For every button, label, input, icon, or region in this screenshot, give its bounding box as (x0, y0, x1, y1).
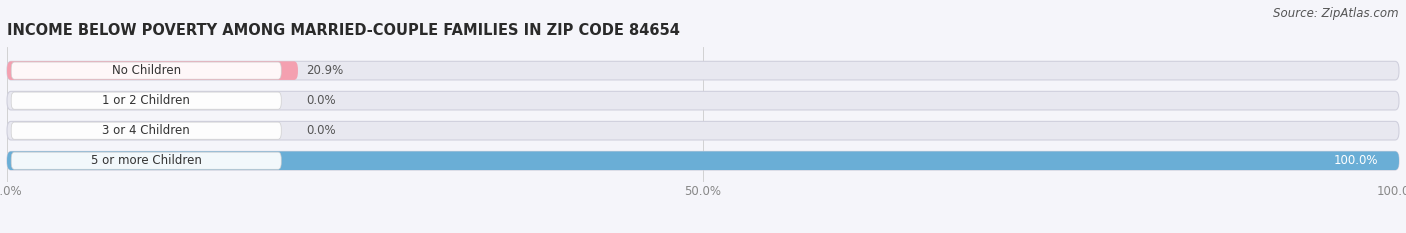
FancyBboxPatch shape (7, 121, 1399, 140)
FancyBboxPatch shape (7, 151, 1399, 170)
Text: 1 or 2 Children: 1 or 2 Children (103, 94, 190, 107)
Text: 20.9%: 20.9% (307, 64, 343, 77)
FancyBboxPatch shape (7, 61, 298, 80)
Text: Source: ZipAtlas.com: Source: ZipAtlas.com (1274, 7, 1399, 20)
FancyBboxPatch shape (7, 91, 1399, 110)
FancyBboxPatch shape (7, 151, 1399, 170)
Text: 5 or more Children: 5 or more Children (91, 154, 201, 167)
FancyBboxPatch shape (11, 92, 281, 109)
Text: 0.0%: 0.0% (307, 94, 336, 107)
FancyBboxPatch shape (11, 152, 281, 169)
Text: 3 or 4 Children: 3 or 4 Children (103, 124, 190, 137)
Text: 100.0%: 100.0% (1333, 154, 1378, 167)
FancyBboxPatch shape (7, 61, 1399, 80)
Text: 0.0%: 0.0% (307, 124, 336, 137)
Text: INCOME BELOW POVERTY AMONG MARRIED-COUPLE FAMILIES IN ZIP CODE 84654: INCOME BELOW POVERTY AMONG MARRIED-COUPL… (7, 24, 681, 38)
Text: No Children: No Children (111, 64, 181, 77)
FancyBboxPatch shape (11, 122, 281, 139)
FancyBboxPatch shape (11, 62, 281, 79)
